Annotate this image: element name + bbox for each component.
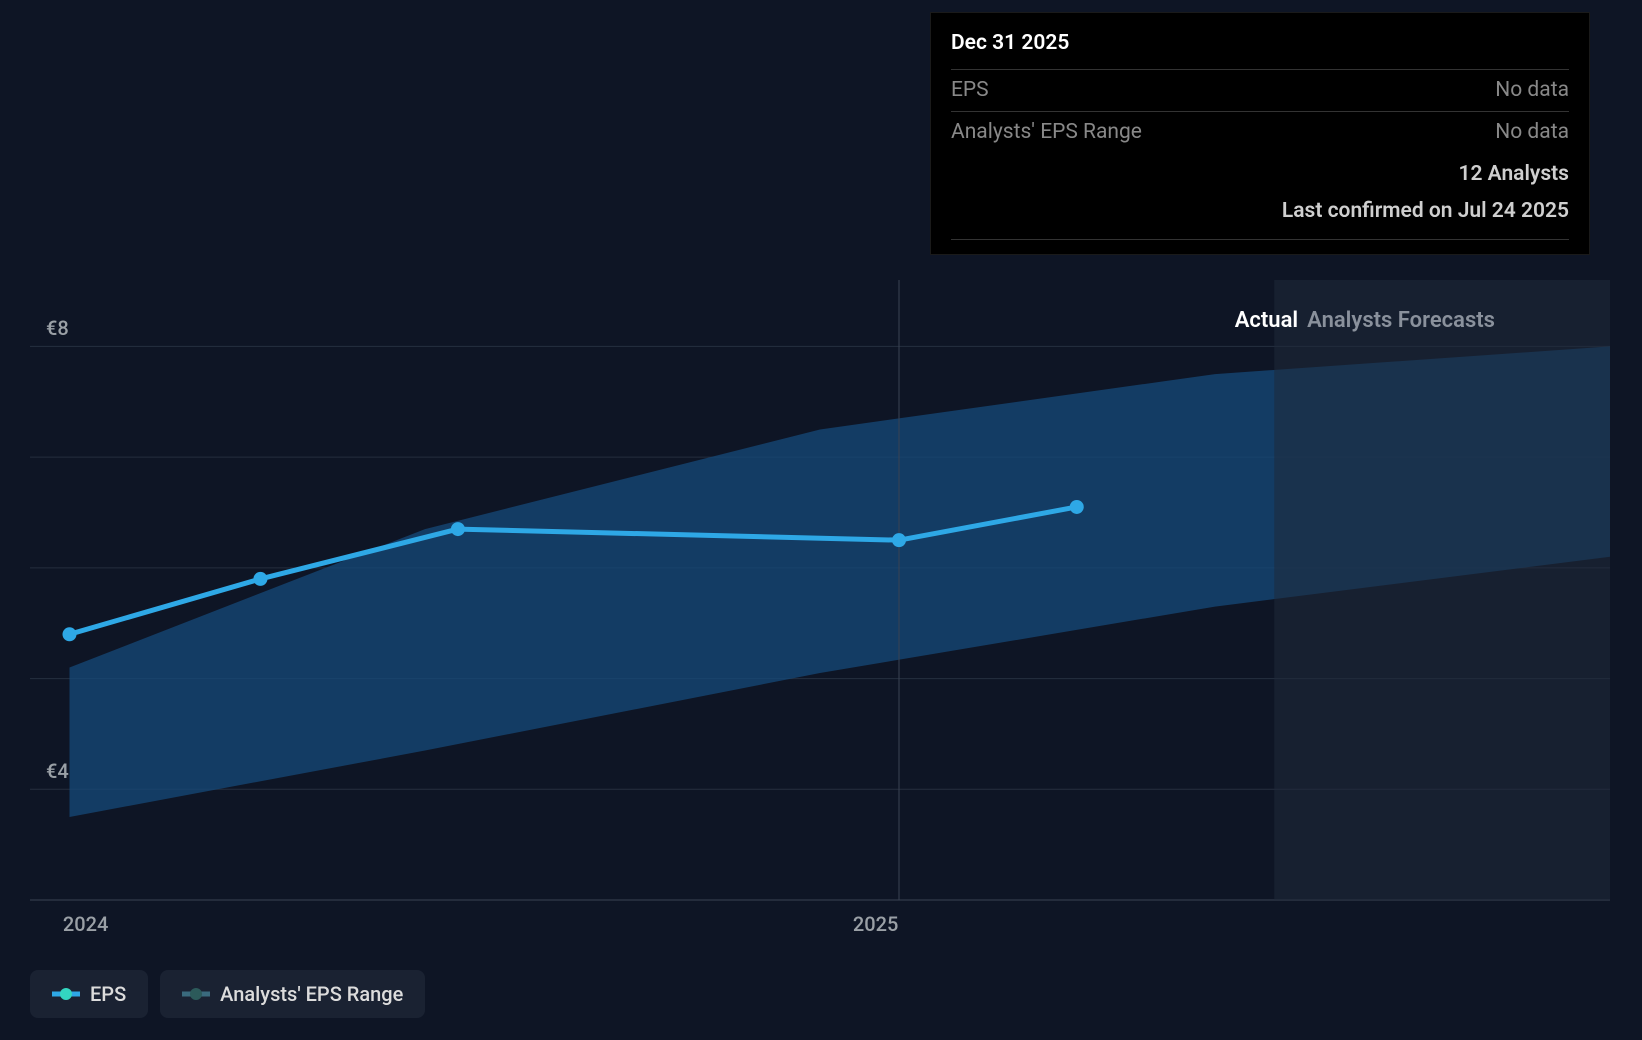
legend-marker-eps [52,987,80,1001]
tooltip-date: Dec 31 2025 [951,27,1569,70]
x-axis-tick-label: 2025 [853,912,898,936]
legend-item-range[interactable]: Analysts' EPS Range [160,970,425,1018]
y-axis-tick-label: €4 [46,759,69,783]
tooltip-row-value: No data [1495,116,1569,150]
legend-label: EPS [90,982,126,1006]
tooltip-last-confirmed: Last confirmed on Jul 24 2025 [951,191,1569,240]
plot-svg [30,280,1610,900]
tooltip-analyst-count: 12 Analysts [951,154,1569,192]
legend-item-eps[interactable]: EPS [30,970,148,1018]
tooltip-row-label: EPS [951,74,989,108]
eps-forecast-chart: Dec 31 2025 EPS No data Analysts' EPS Ra… [0,0,1642,1040]
legend-marker-range [182,987,210,1001]
y-axis-tick-label: €8 [46,316,69,340]
tooltip-row-eps: EPS No data [951,70,1569,113]
tooltip-row-range: Analysts' EPS Range No data [951,112,1569,154]
tooltip-row-value: No data [1495,74,1569,108]
legend-label: Analysts' EPS Range [220,982,403,1006]
region-label-forecast: Analysts Forecasts [1307,308,1495,333]
plot-area[interactable] [30,280,1610,900]
region-label-actual: Actual [1235,308,1298,333]
tooltip-row-label: Analysts' EPS Range [951,116,1142,150]
chart-legend: EPS Analysts' EPS Range [30,970,425,1018]
x-axis-tick-label: 2024 [63,912,108,936]
chart-tooltip: Dec 31 2025 EPS No data Analysts' EPS Ra… [930,12,1590,255]
